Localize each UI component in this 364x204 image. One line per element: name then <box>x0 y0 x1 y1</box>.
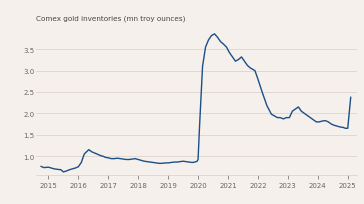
Text: Comex gold inventories (mn troy ounces): Comex gold inventories (mn troy ounces) <box>36 15 186 22</box>
